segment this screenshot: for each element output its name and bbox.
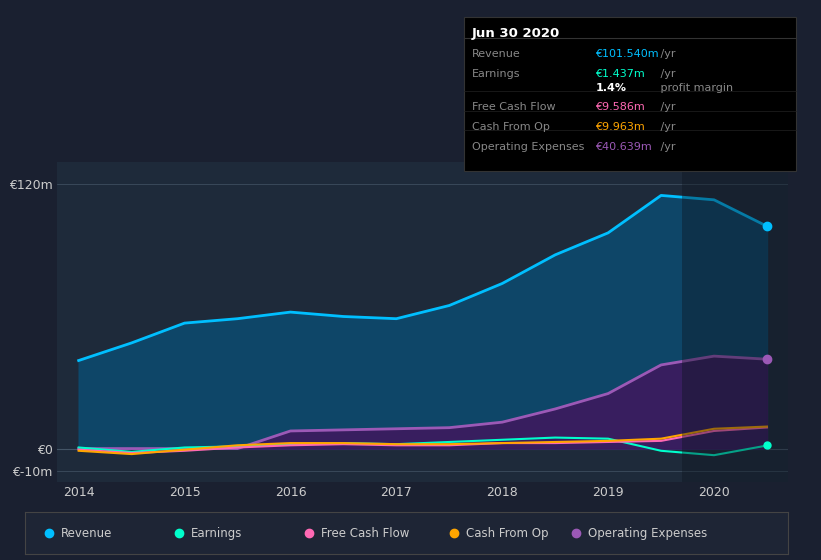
Text: 1.4%: 1.4% <box>595 83 626 93</box>
Text: Free Cash Flow: Free Cash Flow <box>472 102 556 113</box>
Text: €40.639m: €40.639m <box>595 142 652 152</box>
Text: Earnings: Earnings <box>191 527 242 540</box>
Text: €101.540m: €101.540m <box>595 49 658 59</box>
Text: Jun 30 2020: Jun 30 2020 <box>472 27 560 40</box>
Text: /yr: /yr <box>657 142 676 152</box>
Text: profit margin: profit margin <box>657 83 733 93</box>
Text: /yr: /yr <box>657 102 676 113</box>
Text: Cash From Op: Cash From Op <box>466 527 548 540</box>
Text: Operating Expenses: Operating Expenses <box>588 527 708 540</box>
Text: /yr: /yr <box>657 49 676 59</box>
Text: Operating Expenses: Operating Expenses <box>472 142 585 152</box>
Text: /yr: /yr <box>657 69 676 79</box>
Text: Earnings: Earnings <box>472 69 521 79</box>
Text: Revenue: Revenue <box>472 49 521 59</box>
Bar <box>682 162 788 482</box>
Text: Revenue: Revenue <box>62 527 112 540</box>
Text: Cash From Op: Cash From Op <box>472 122 550 132</box>
Text: /yr: /yr <box>657 122 676 132</box>
Text: €9.586m: €9.586m <box>595 102 645 113</box>
Text: €9.963m: €9.963m <box>595 122 645 132</box>
Text: Free Cash Flow: Free Cash Flow <box>321 527 409 540</box>
Text: €1.437m: €1.437m <box>595 69 645 79</box>
